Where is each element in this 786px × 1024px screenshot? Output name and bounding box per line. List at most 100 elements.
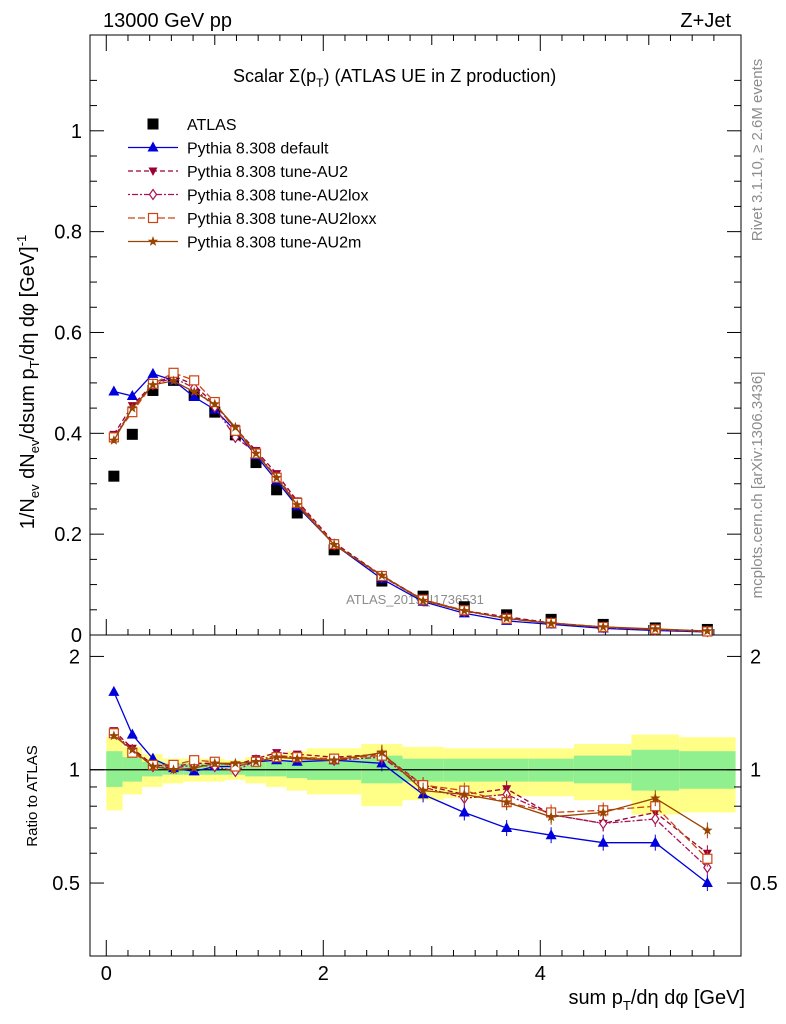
main-marker-au2m [108,434,120,445]
header-right: Z+Jet [680,10,731,32]
y-tick-label-main: 1 [71,121,82,143]
main-marker-au2m [328,539,340,550]
main-marker-au2m [376,570,388,580]
main-marker-atlas [126,428,138,440]
y-axis-label-ratio: Ratio to ATLAS [24,745,41,846]
main-marker-default [126,390,138,401]
y-tick-label-main: 0.2 [54,524,82,546]
analysis-watermark: ATLAS_2019_I1736531 [346,592,484,607]
main-line-au2m [113,380,708,632]
y-tick-label-ratio-right: 0.5 [750,873,778,895]
main-marker-atlas [271,484,283,496]
y-tick-label-ratio: 2 [69,646,80,668]
ratio-marker-au2m [501,796,512,807]
y-tick-label-ratio-right: 2 [750,646,761,668]
ratio-marker-au2m [209,757,220,768]
ratio-marker-au2m [650,792,661,803]
main-marker-au2m [147,379,159,390]
legend: ATLAS Pythia 8.308 default Pythia 8.308 tu… [128,117,376,252]
ratio-marker-default [458,806,470,817]
legend-marker-au2loxx [147,212,159,224]
ratio-marker-au2m [459,788,470,799]
ratio-marker-au2m [188,762,200,773]
ratio-panel-frame [89,634,742,957]
ratio-marker-default [126,728,138,739]
main-marker-default [108,385,120,396]
ratio-marker-default [701,877,713,888]
main-series-group [108,367,713,638]
ratio-marker-au2m [168,764,179,775]
ratio-band-inner [106,751,123,787]
main-marker-au2m [501,612,512,623]
ratio-marker-au2m [127,744,138,755]
main-marker-default [147,367,159,378]
legend-marker-default [147,141,159,152]
main-marker-au2m [230,421,241,432]
rivet-label: Rivet 3.1.10, ≥ 2.6M events [749,59,766,242]
main-marker-au2m [650,623,661,634]
main-marker-au2m [168,375,179,386]
x-tick-label: 4 [535,963,546,985]
ratio-series-group [108,685,713,892]
legend-label-au2: Pythia 8.308 tune-AU2 [187,164,348,181]
main-marker-au2m [271,472,282,483]
y-tick-label-ratio-right: 1 [750,760,761,782]
ratio-marker-au2lox [598,817,608,830]
y-axis-label-main: 1/Nev dNev/dsum pT/dη dφ [GeV]-1 [14,235,42,530]
ratio-marker-au2m [292,753,303,764]
ratio-marker-default [108,685,120,696]
legend-marker-au2 [148,167,158,176]
ratio-marker-default [649,836,661,847]
main-marker-au2m [459,605,470,616]
legend-marker-au2m [147,236,159,246]
main-marker-au2m [292,499,303,510]
ratio-marker-default [501,822,513,833]
main-marker-au2m [188,386,200,397]
main-marker-atlas [291,507,303,519]
ratio-marker-default [597,836,609,847]
legend-marker-au2lox [148,188,158,201]
ratio-marker-au2m [702,824,713,835]
main-marker-atlas [108,470,120,482]
ratio-marker-au2m [376,747,388,758]
legend-label-default: Pythia 8.308 default [187,141,329,158]
x-axis-label: sum pT/dη dφ [GeV] [568,987,745,1013]
y-tick-label-main: 0.8 [54,222,82,244]
legend-label-au2loxx: Pythia 8.308 tune-AU2loxx [187,211,376,228]
ratio-band-inner [265,761,287,777]
axis-ticks: 00.20.40.60.810.5 0.51 12 20 2 4 [52,35,778,985]
ratio-marker-au2m [147,761,159,771]
y-tick-label-ratio: 1 [69,760,80,782]
main-marker-atlas [147,384,159,396]
main-marker-au2m [209,398,220,409]
legend-label-atlas: ATLAS [187,117,237,134]
ratio-marker-au2m [250,756,262,767]
ratio-marker-au2m [417,785,429,796]
main-marker-au2m [545,617,557,628]
main-marker-au2m [127,402,138,413]
mcplots-label: mcplots.cern.ch [arXiv:1306.3436] [749,372,766,599]
main-marker-au2loxx [189,375,200,386]
ratio-marker-au2lox [651,812,660,826]
x-tick-label: 0 [101,963,112,985]
main-marker-default [188,391,200,402]
ratio-marker-au2m [545,811,557,822]
main-marker-au2m [417,595,429,606]
ratio-marker-au2m [271,751,282,762]
y-tick-label-main: 0.6 [54,322,82,344]
ratio-marker-au2m [598,807,609,817]
ratio-marker-au2loxx [702,853,713,864]
ratio-marker-au2m [328,754,340,765]
header-left: 13000 GeV pp [103,10,232,32]
ratio-marker-default [545,829,557,840]
ratio-marker-au2lox [703,861,712,874]
main-marker-au2m [598,621,609,632]
y-tick-label-main: 0 [71,625,82,647]
plot-title: Scalar Σ(pT) (ATLAS UE in Z production) [233,66,556,90]
legend-label-au2m: Pythia 8.308 tune-AU2m [187,235,361,252]
main-marker-au2m [250,448,262,458]
ratio-marker-au2m [230,757,241,768]
main-marker-atlas [250,457,262,469]
